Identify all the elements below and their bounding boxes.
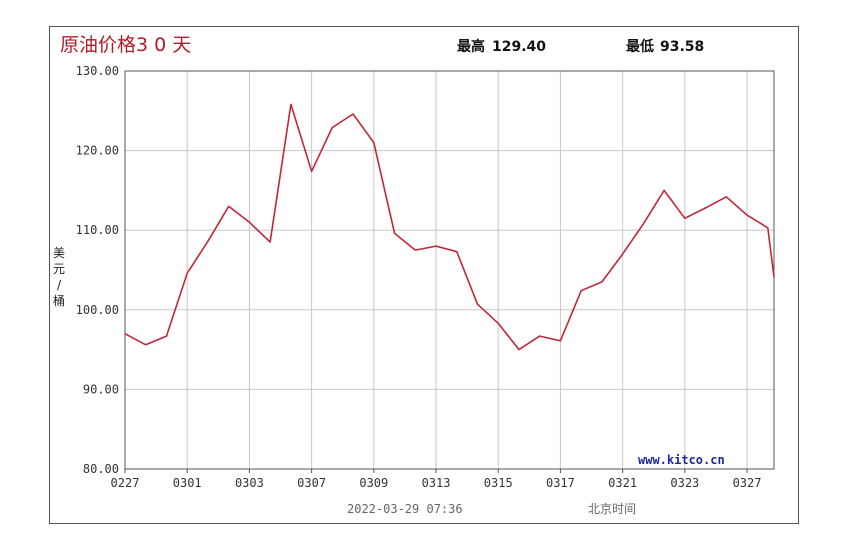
x-tick-label: 0323 (670, 476, 699, 490)
x-tick-label: 0321 (608, 476, 637, 490)
chart-title: 原油价格3 0 天 (60, 34, 191, 56)
y-axis-label: 美元 /桶 (53, 246, 65, 308)
price-line (124, 103, 775, 351)
y-axis-label-char: 元 (53, 262, 65, 276)
y-tick-labels: 80.00 90.00 100.00 110.00 120.00 130.00 (76, 64, 119, 476)
plot-border (124, 70, 775, 470)
y-axis-label-char: 美 (53, 246, 65, 260)
x-tick-label: 0227 (111, 476, 140, 490)
timezone-label: 北京时间 (588, 502, 636, 516)
y-tick-label: 100.00 (76, 303, 119, 317)
y-tick-label: 130.00 (76, 64, 119, 78)
y-axis-label-char: / (57, 278, 62, 292)
low-label: 最低 (626, 38, 654, 55)
y-axis-label-char: 桶 (53, 293, 65, 308)
x-tick-label: 0309 (359, 476, 388, 490)
y-tick-label: 90.00 (83, 382, 119, 396)
chart-svg: 原油价格3 0 天 最高 129.40 最低 93.58 80.00 90.00 1… (53, 34, 775, 516)
y-tick-label: 110.00 (76, 223, 119, 237)
x-tick-label: 0317 (546, 476, 575, 490)
y-tick-label: 120.00 (76, 144, 119, 158)
y-tick-label: 80.00 (83, 462, 119, 476)
brand-label: www.kitco.cn (638, 453, 725, 467)
x-tick-label: 0301 (173, 476, 202, 490)
x-tick-label: 0307 (297, 476, 326, 490)
grid-layer (124, 70, 774, 473)
x-tick-label: 0313 (422, 476, 451, 490)
x-tick-labels: 0227 0301 0303 0307 0309 0313 0315 0317 0321 0323… (111, 476, 762, 490)
low-value: 93.58 (660, 39, 704, 55)
high-value: 129.40 (492, 39, 546, 55)
chart-frame: 原油价格3 0 天 最高 129.40 最低 93.58 80.00 90.00 1… (49, 26, 799, 524)
high-label: 最高 (457, 38, 485, 55)
x-tick-label: 0315 (484, 476, 513, 490)
x-tick-label: 0303 (235, 476, 264, 490)
x-tick-label: 0327 (733, 476, 762, 490)
timestamp-label: 2022-03-29 07:36 (347, 502, 463, 516)
